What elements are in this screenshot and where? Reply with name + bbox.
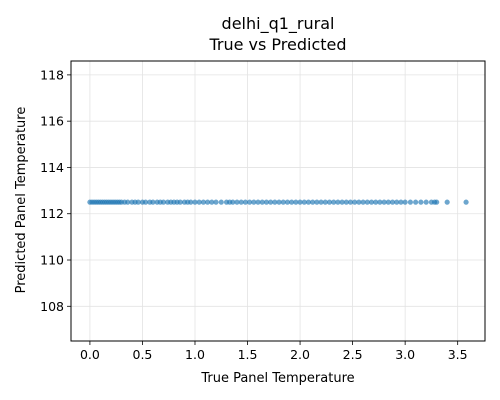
x-tick-label: 3.0 [395, 347, 415, 362]
data-point [364, 199, 370, 205]
y-tick-label: 112 [40, 206, 64, 221]
data-point [268, 199, 274, 205]
data-point [322, 199, 328, 205]
data-point [200, 199, 206, 205]
x-tick-label: 1.0 [185, 347, 205, 362]
data-point [402, 199, 408, 205]
data-point [418, 199, 424, 205]
data-point [331, 199, 337, 205]
data-point [352, 199, 358, 205]
chart-subtitle: True vs Predicted [208, 35, 346, 54]
data-point [398, 199, 404, 205]
x-tick-label: 1.5 [238, 347, 258, 362]
data-point [389, 199, 396, 205]
chart-title: delhi_q1_rural [222, 14, 335, 34]
data-point [247, 199, 253, 205]
x-tick-label: 0.5 [133, 347, 153, 362]
x-tick-label: 2.0 [290, 347, 310, 362]
data-point [301, 199, 307, 205]
data-point [385, 199, 391, 205]
data-point [259, 199, 265, 205]
data-point [289, 199, 295, 205]
data-point [135, 199, 141, 205]
data-point [297, 199, 303, 205]
data-point [143, 199, 149, 205]
data-point [373, 199, 379, 205]
y-tick-label: 110 [40, 253, 64, 268]
data-point [444, 199, 450, 205]
data-point [377, 199, 383, 205]
data-point [160, 199, 167, 205]
data-point [280, 199, 286, 205]
y-tick-label: 114 [40, 160, 64, 175]
data-point [339, 199, 345, 205]
data-point [177, 199, 183, 205]
data-point [310, 199, 316, 205]
data-point [204, 199, 211, 205]
x-tick-label: 0.0 [80, 347, 100, 362]
data-point [213, 199, 219, 205]
data-point [305, 199, 312, 205]
data-point [192, 199, 198, 205]
data-point [314, 199, 320, 205]
y-tick-label: 118 [40, 67, 64, 82]
data-point [230, 199, 236, 205]
data-point [276, 199, 282, 205]
data-point [218, 199, 224, 205]
y-axis-label: Predicted Panel Temperature [14, 107, 29, 294]
data-point [368, 199, 375, 205]
x-axis-label: True Panel Temperature [200, 371, 354, 386]
data-point [234, 199, 240, 205]
data-point [407, 199, 413, 205]
data-point [394, 199, 400, 205]
data-point [263, 199, 270, 205]
x-tick-label: 3.5 [448, 347, 468, 362]
data-point [150, 199, 156, 205]
data-point [188, 199, 194, 205]
data-point [413, 199, 419, 205]
data-point [196, 199, 202, 205]
x-tick-label: 2.5 [343, 347, 363, 362]
data-point [125, 199, 131, 205]
x-axis-ticks: 0.0 0.5 1.0 1.5 2.0 2.5 3.0 3.5 [80, 341, 468, 362]
data-point [251, 199, 257, 205]
data-point [318, 199, 324, 205]
data-point [347, 199, 354, 205]
data-point [434, 199, 440, 205]
data-point [356, 199, 362, 205]
data-point [463, 199, 469, 205]
data-point [360, 199, 366, 205]
y-axis-ticks: 108 110 112 114 116 118 [40, 67, 71, 314]
y-tick-label: 116 [40, 114, 64, 129]
data-point [381, 199, 387, 205]
data-point [335, 199, 341, 205]
data-point [272, 199, 278, 205]
y-tick-label: 108 [40, 299, 64, 314]
plot-frame [70, 60, 486, 342]
data-point [284, 199, 291, 205]
data-point [293, 199, 299, 205]
data-point [242, 199, 249, 205]
data-point [238, 199, 244, 205]
data-points [87, 199, 469, 205]
data-point [343, 199, 349, 205]
data-point [423, 199, 429, 205]
data-point [255, 199, 261, 205]
data-point [209, 199, 215, 205]
data-point [326, 199, 333, 205]
